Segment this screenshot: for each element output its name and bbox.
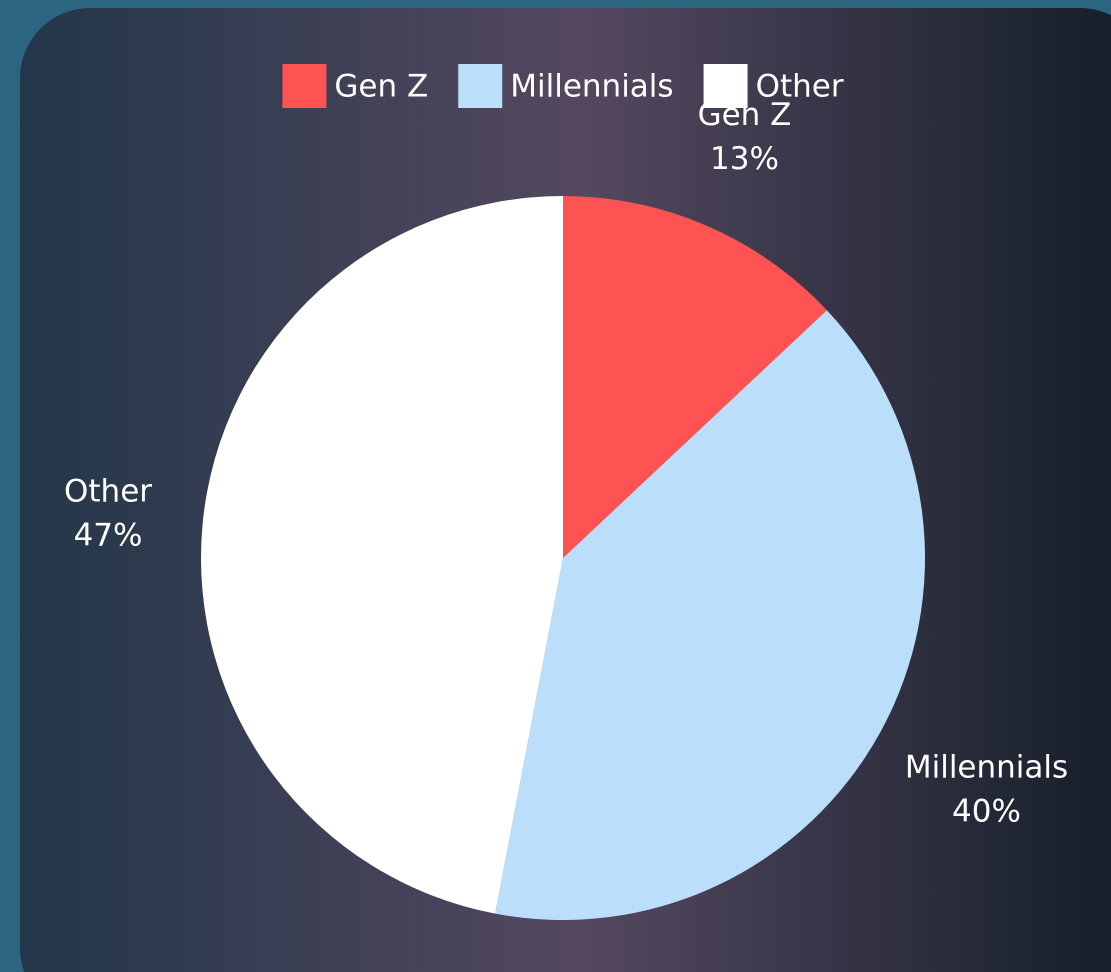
slice-value: 40% xyxy=(952,793,1021,829)
slice-label: Millennials xyxy=(905,749,1068,785)
legend: Gen Z Millennials Other xyxy=(282,64,844,108)
slice-label: Gen Z xyxy=(698,97,792,133)
legend-label: Other xyxy=(756,69,844,105)
legend-label: Gen Z xyxy=(334,69,428,105)
legend-swatch xyxy=(458,64,503,108)
slice-label: Other xyxy=(64,473,152,509)
legend-swatch xyxy=(282,64,327,108)
pie-slice xyxy=(563,196,827,558)
pie-slice xyxy=(200,196,563,914)
legend-swatch xyxy=(703,64,748,108)
legend-label: Millennials xyxy=(510,69,673,105)
slice-value: 47% xyxy=(74,517,143,553)
slice-value: 13% xyxy=(710,141,779,177)
pie-slice xyxy=(495,310,926,921)
